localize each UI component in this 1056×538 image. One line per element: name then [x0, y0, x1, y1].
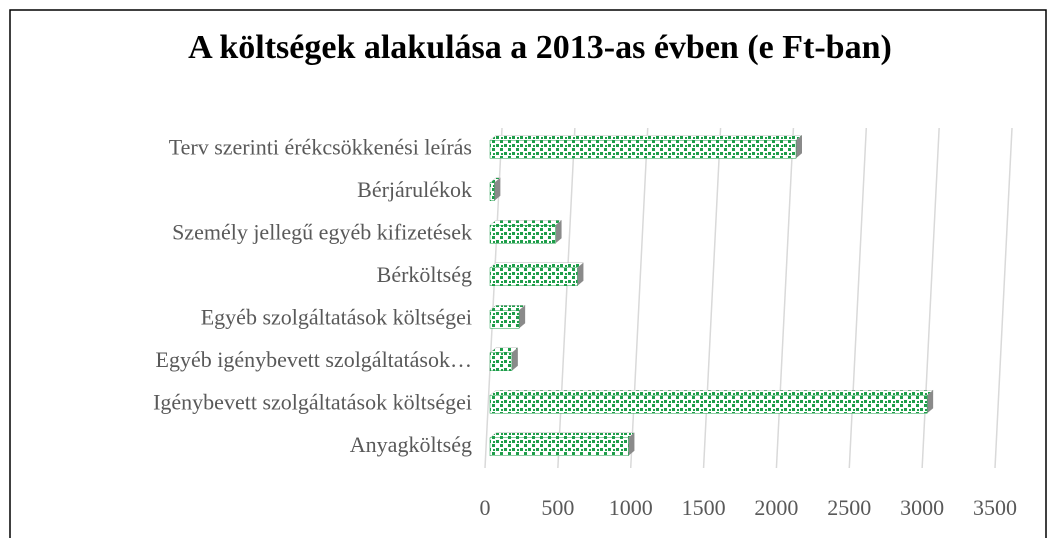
bar-top: [489, 262, 585, 268]
x-tick-label: 1000: [609, 495, 653, 520]
x-tick-label: 1500: [682, 495, 726, 520]
y-tick-label: Terv szerinti érékcsökkenési leírás: [169, 134, 472, 159]
bar: [489, 262, 585, 286]
bar-side: [796, 135, 802, 159]
bar-top: [489, 135, 803, 141]
bar-front: [489, 310, 520, 329]
bar: [489, 432, 636, 456]
bar-top: [489, 432, 636, 438]
y-tick-label: Bérjárulékok: [357, 177, 472, 202]
grid-line: [848, 127, 868, 469]
bar: [489, 305, 526, 329]
bar: [489, 390, 934, 414]
bar-front: [489, 225, 556, 244]
grid-line: [557, 127, 576, 469]
bar: [489, 220, 563, 244]
x-tick-label: 3000: [900, 495, 944, 520]
x-tick-label: 3500: [973, 495, 1017, 520]
x-tick-label: 2000: [754, 495, 798, 520]
bar-front: [489, 267, 578, 286]
y-tick-label: Anyagköltség: [350, 432, 472, 457]
x-tick-label: 2500: [827, 495, 871, 520]
chart-border: [9, 9, 1047, 538]
bar-front: [489, 352, 513, 371]
bar-side: [577, 262, 584, 286]
bar-side: [555, 220, 562, 244]
grid-line: [775, 127, 795, 469]
bar-front: [489, 182, 495, 201]
grid-line: [994, 127, 1013, 469]
y-tick-label: Bérköltség: [377, 262, 472, 287]
bar-side: [519, 305, 526, 329]
x-tick-label: 500: [541, 495, 574, 520]
grid-line: [702, 127, 722, 469]
bar-side: [628, 432, 635, 456]
bar-side: [511, 347, 518, 371]
y-tick-label: Egyéb igénybevett szolgáltatások…: [156, 347, 472, 372]
bar: [489, 347, 519, 371]
y-tick-label: Egyéb szolgáltatások költségei: [201, 304, 472, 329]
bar-side: [927, 390, 934, 414]
bar-front: [489, 395, 928, 414]
bar-front: [489, 437, 629, 456]
bar-top: [489, 305, 526, 311]
bar: [489, 135, 803, 159]
bar-top: [489, 220, 563, 226]
y-tick-label: Igénybevett szolgáltatások költségei: [153, 389, 472, 414]
x-tick-label: 0: [480, 495, 491, 520]
bar-side: [494, 177, 501, 201]
bar-top: [489, 390, 934, 396]
y-tick-label: Személy jellegű egyéb kifizetések: [172, 219, 472, 244]
bar-front: [489, 140, 797, 159]
chart-title: A költségek alakulása a 2013-as évben (e…: [188, 29, 892, 66]
grid-line: [629, 127, 649, 469]
bar: [489, 177, 502, 201]
grid-line: [921, 127, 940, 469]
